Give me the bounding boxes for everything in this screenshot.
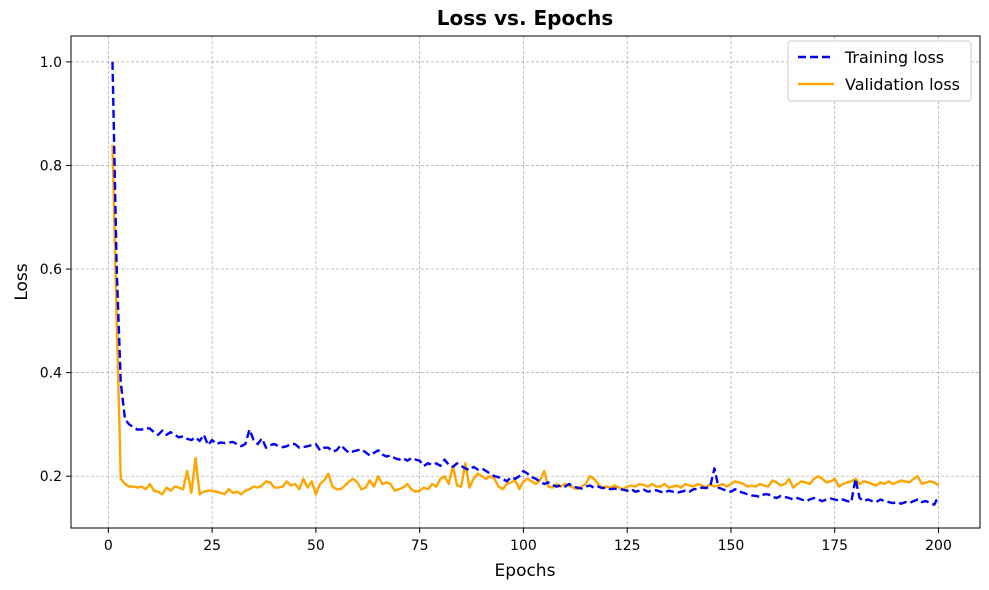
- x-axis-label: Epochs: [495, 561, 556, 581]
- legend: Training loss Validation loss: [787, 40, 972, 102]
- validation-loss-line: [111, 144, 940, 496]
- y-tick-label: 1.0: [40, 55, 62, 71]
- legend-label-validation: Validation loss: [845, 75, 960, 94]
- x-tick-label: 25: [203, 538, 221, 554]
- x-tick-label: 150: [718, 538, 745, 554]
- y-tick-label: 0.4: [40, 366, 62, 382]
- plot-lines: [111, 61, 940, 506]
- x-tick-label: 200: [925, 538, 952, 554]
- training-loss-line: [111, 61, 940, 506]
- x-tick-label: 50: [307, 538, 325, 554]
- x-tick-label: 75: [411, 538, 429, 554]
- y-axis-label: Loss: [12, 263, 32, 300]
- chart-title: Loss vs. Epochs: [437, 6, 613, 30]
- grid: [71, 36, 980, 528]
- y-tick-label: 0.8: [40, 158, 62, 174]
- x-axis-ticks: 0 25 50 75 100 125 150 175 200: [104, 528, 952, 554]
- legend-box: [787, 40, 972, 102]
- y-tick-label: 0.2: [40, 469, 62, 485]
- x-tick-label: 100: [510, 538, 537, 554]
- plot-frame: [70, 35, 981, 529]
- x-tick-label: 175: [821, 538, 848, 554]
- x-tick-label: 0: [104, 538, 113, 554]
- legend-label-training: Training loss: [844, 48, 944, 67]
- x-tick-label: 125: [614, 538, 641, 554]
- y-tick-label: 0.6: [40, 262, 62, 278]
- y-axis-ticks: 0.2 0.4 0.6 0.8 1.0: [40, 55, 71, 485]
